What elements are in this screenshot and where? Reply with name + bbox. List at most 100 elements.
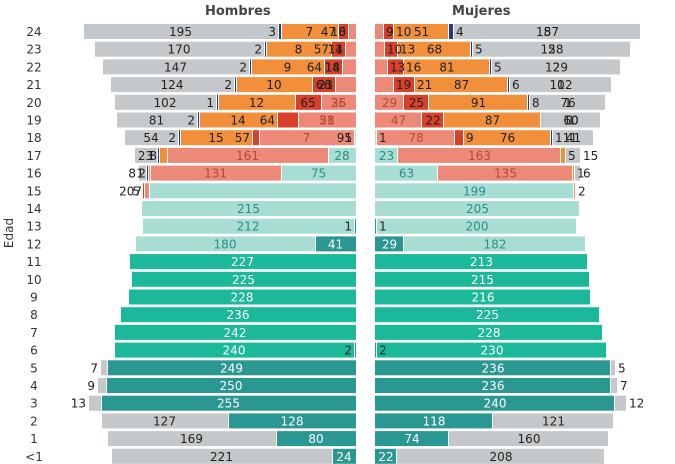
- bar-separator: [278, 24, 279, 39]
- bar-separator: [281, 165, 282, 181]
- bar-separator: [150, 165, 151, 181]
- women-value-label: 1: [379, 220, 387, 234]
- bar-separator: [199, 112, 200, 128]
- bar-separator: [157, 147, 158, 163]
- women-value-label: 87: [454, 78, 469, 92]
- women-value-label: 16: [406, 60, 421, 74]
- men-value-label: 170: [168, 43, 191, 57]
- women-value-label: 29: [382, 237, 397, 251]
- women-value-label: 1: [567, 114, 575, 128]
- men-bar-teal_light: [149, 183, 356, 199]
- bar-separator: [615, 360, 616, 376]
- age-label: 20: [26, 96, 41, 110]
- age-label: 14: [26, 202, 41, 216]
- women-value-label: 2: [553, 60, 561, 74]
- men-bar-salmon: [335, 77, 356, 93]
- bar-separator: [529, 94, 530, 110]
- men-value-label: 64: [260, 114, 275, 128]
- bar-separator: [135, 236, 136, 252]
- men-value-label: 124: [161, 78, 184, 92]
- women-bar-teal_dark: [375, 413, 493, 429]
- bar-separator: [345, 41, 346, 57]
- women-value-label: 1: [570, 131, 578, 145]
- bar-separator: [489, 59, 490, 75]
- men-bar-gray: [107, 431, 276, 447]
- men-bar-teal_dark: [276, 431, 356, 447]
- women-value-label: 160: [518, 432, 541, 446]
- men-value-label: 1: [147, 149, 155, 163]
- men-bar-gray: [101, 413, 228, 429]
- women-value-label: 187: [536, 25, 559, 39]
- men-value-label: 23: [138, 149, 153, 163]
- women-value-label: 41: [566, 131, 581, 145]
- women-bar-gray: [615, 395, 627, 411]
- men-value-label: 7: [303, 131, 311, 145]
- bar-separator: [384, 41, 385, 57]
- bar-separator: [281, 24, 282, 39]
- age-label: 8: [30, 308, 38, 322]
- women-value-label: 240: [484, 397, 507, 411]
- bar-separator: [197, 112, 198, 128]
- bar-separator: [580, 147, 581, 163]
- men-bar-gray: [114, 94, 216, 110]
- women-value-label: 47: [391, 114, 406, 128]
- bar-separator: [540, 112, 541, 128]
- bar-separator: [88, 395, 89, 411]
- bar-separator: [550, 130, 551, 146]
- women-value-label: 213: [470, 255, 493, 269]
- men-bar-salmon: [144, 183, 149, 199]
- bar-separator: [580, 165, 581, 181]
- men-bar-gray: [134, 147, 157, 163]
- women-bar-teal_light: [375, 183, 574, 199]
- bar-separator: [414, 77, 415, 93]
- bar-separator: [437, 165, 438, 181]
- bar-separator: [128, 289, 129, 305]
- men-value-label: 228: [231, 291, 254, 305]
- bar-separator: [324, 59, 325, 75]
- men-bar-red: [312, 77, 335, 93]
- women-value-label: 1: [577, 167, 585, 181]
- women-bar-teal_light: [375, 165, 438, 181]
- women-value-label: 5: [568, 149, 576, 163]
- men-value-label: 26: [331, 96, 346, 110]
- men-value-label: 15: [208, 131, 223, 145]
- women-bar-red: [388, 59, 404, 75]
- men-bar-orange: [199, 112, 277, 128]
- bar-separator: [579, 201, 580, 216]
- bar-separator: [124, 130, 125, 146]
- bar-separator: [101, 395, 102, 411]
- women-bar-orange: [464, 130, 551, 146]
- men-value-label: 131: [204, 167, 227, 181]
- women-bar-red: [422, 112, 444, 128]
- women-value-label: 1: [379, 131, 387, 145]
- age-label: 17: [26, 149, 41, 163]
- women-value-label: 21: [417, 78, 432, 92]
- men-value-label: 66: [316, 78, 331, 92]
- women-value-label: 76: [500, 131, 515, 145]
- bar-separator: [602, 324, 603, 340]
- men-bar-teal_green: [120, 307, 356, 323]
- men-value-label: 1: [344, 131, 352, 145]
- women-bar-orange: [404, 59, 490, 75]
- men-value-label: 35: [331, 96, 346, 110]
- women-value-label: 228: [478, 326, 501, 340]
- bar-separator: [114, 342, 115, 358]
- men-bar-gray: [124, 130, 178, 146]
- women-value-label: 23: [379, 149, 394, 163]
- bar-separator: [321, 94, 322, 110]
- bar-separator: [589, 271, 590, 287]
- women-bar-teal_dark: [375, 236, 404, 252]
- men-bar-teal_dark: [228, 413, 356, 429]
- women-value-label: 51: [414, 25, 429, 39]
- men-bar-salmon: [298, 112, 356, 128]
- bar-separator: [453, 24, 454, 39]
- women-bar-salmon: [375, 24, 384, 39]
- bar-separator: [354, 342, 355, 358]
- women-bar-teal_green: [375, 324, 603, 340]
- women-value-label: 102: [550, 78, 573, 92]
- men-value-label: 8: [338, 25, 346, 39]
- age-label: 16: [26, 167, 41, 181]
- bar-separator: [448, 24, 449, 39]
- bar-separator: [131, 271, 132, 287]
- women-value-label: 163: [468, 149, 491, 163]
